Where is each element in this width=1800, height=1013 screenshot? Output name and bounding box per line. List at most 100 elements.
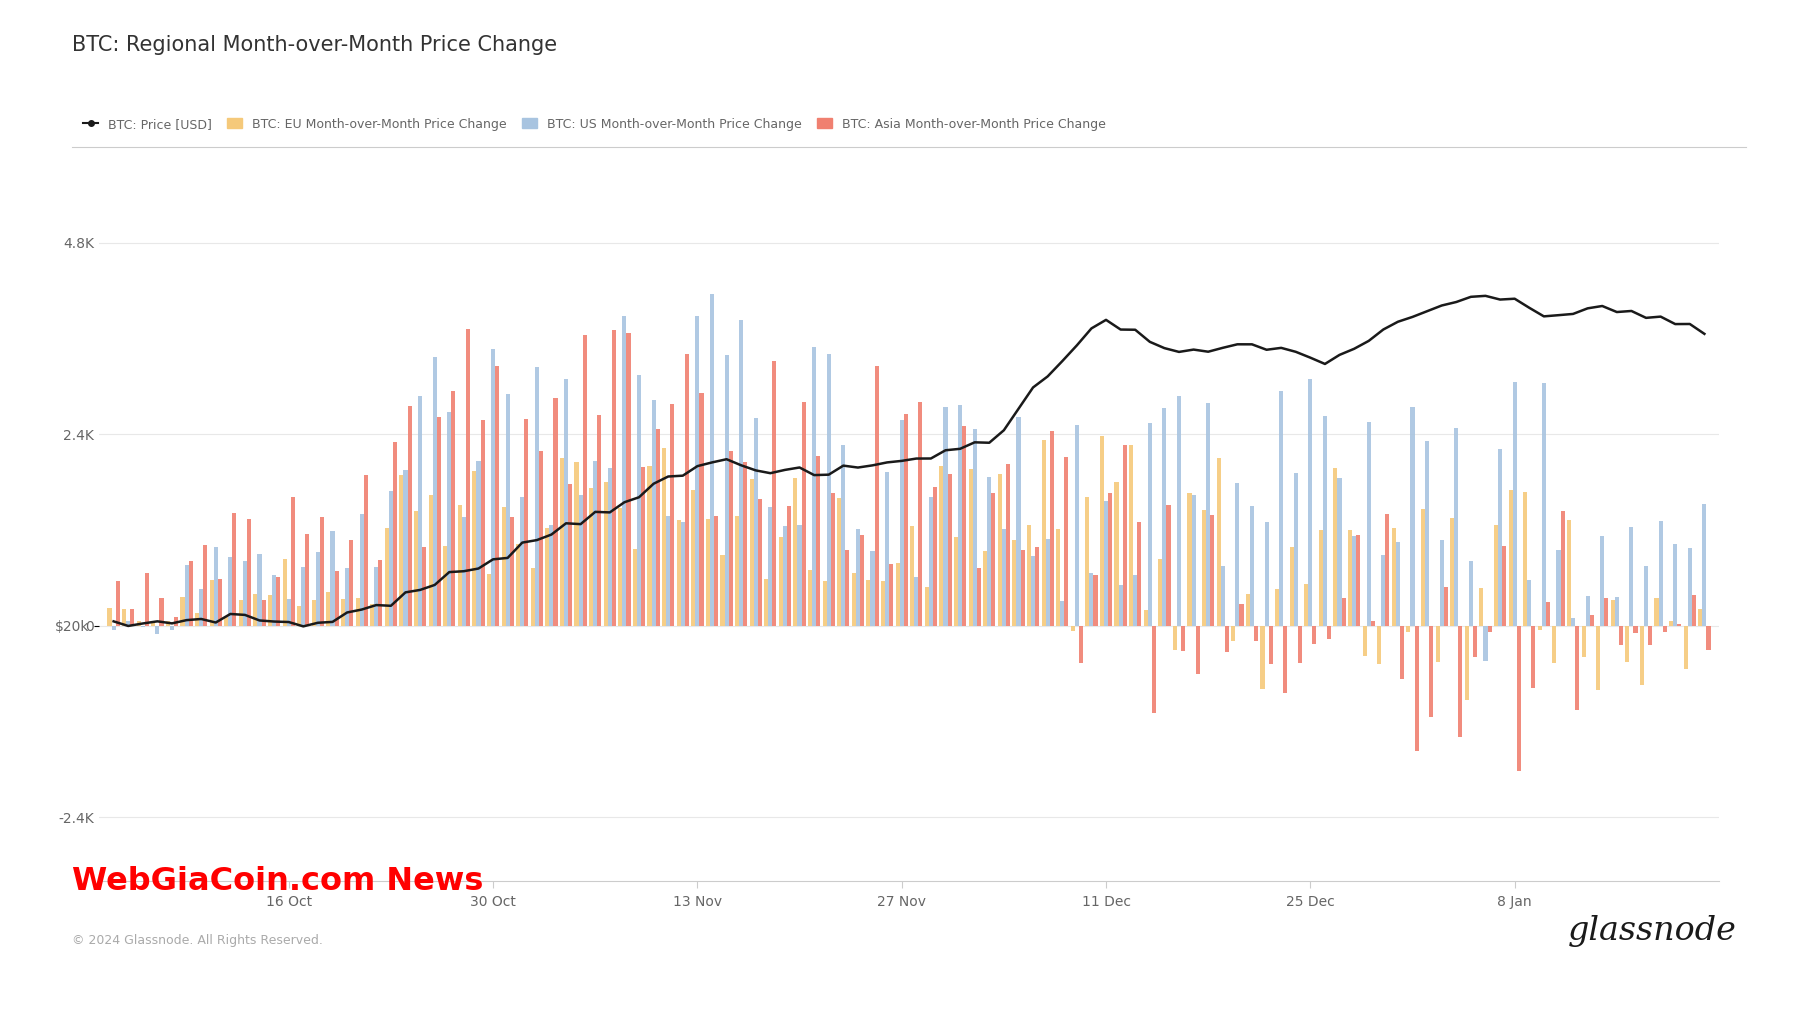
Bar bbox=[1625, 626, 1629, 663]
Bar bbox=[1517, 626, 1521, 771]
Bar bbox=[1589, 615, 1593, 626]
Bar bbox=[1561, 511, 1564, 626]
Bar bbox=[1508, 489, 1512, 626]
Bar bbox=[247, 519, 250, 626]
Bar bbox=[225, 618, 229, 626]
Bar bbox=[1188, 493, 1192, 626]
Bar bbox=[929, 497, 932, 626]
Bar bbox=[589, 488, 594, 626]
Bar bbox=[1181, 626, 1184, 651]
Bar bbox=[1487, 626, 1492, 632]
Bar bbox=[1472, 626, 1478, 657]
Bar bbox=[1109, 492, 1112, 626]
Bar bbox=[563, 379, 569, 626]
Bar bbox=[1582, 626, 1586, 656]
Bar bbox=[983, 551, 986, 626]
Bar bbox=[151, 621, 155, 626]
Bar bbox=[855, 529, 860, 626]
Bar bbox=[340, 599, 346, 626]
Bar bbox=[1411, 407, 1415, 626]
Bar bbox=[1305, 585, 1309, 626]
Bar bbox=[1334, 468, 1337, 626]
Bar bbox=[1465, 626, 1469, 700]
Bar bbox=[1031, 556, 1035, 626]
Bar bbox=[1649, 626, 1652, 644]
Bar bbox=[823, 580, 826, 626]
Bar bbox=[272, 575, 275, 626]
Bar bbox=[1312, 626, 1316, 644]
Bar bbox=[860, 535, 864, 626]
Bar bbox=[1415, 626, 1418, 752]
Bar bbox=[997, 474, 1003, 626]
Bar bbox=[801, 402, 806, 626]
Bar bbox=[623, 316, 626, 626]
Bar bbox=[666, 517, 670, 626]
Bar bbox=[1309, 379, 1312, 626]
Bar bbox=[1363, 626, 1366, 655]
Bar bbox=[400, 475, 403, 626]
Bar bbox=[374, 566, 378, 626]
Bar bbox=[977, 568, 981, 626]
Bar bbox=[662, 448, 666, 626]
Bar bbox=[364, 475, 367, 626]
Bar bbox=[1134, 575, 1138, 626]
Bar bbox=[1012, 540, 1017, 626]
Bar bbox=[1274, 590, 1280, 626]
Bar bbox=[1071, 626, 1075, 631]
Bar bbox=[841, 445, 846, 626]
Bar bbox=[1372, 621, 1375, 626]
Bar bbox=[108, 609, 112, 626]
Bar bbox=[115, 580, 121, 626]
Bar bbox=[1123, 445, 1127, 626]
Bar bbox=[1217, 458, 1220, 626]
Bar bbox=[725, 355, 729, 626]
Bar bbox=[583, 334, 587, 626]
Bar bbox=[356, 599, 360, 626]
Bar bbox=[180, 597, 185, 626]
Bar bbox=[1546, 602, 1550, 626]
Bar bbox=[472, 471, 477, 626]
Bar bbox=[140, 626, 144, 627]
Bar bbox=[297, 606, 301, 626]
Bar bbox=[1006, 464, 1010, 626]
Bar bbox=[477, 461, 481, 626]
Bar bbox=[992, 493, 995, 626]
Bar bbox=[808, 569, 812, 626]
Bar bbox=[1206, 403, 1210, 626]
Bar bbox=[320, 517, 324, 626]
Bar bbox=[794, 478, 797, 626]
Bar bbox=[481, 419, 484, 626]
Bar bbox=[1451, 518, 1454, 626]
Bar bbox=[407, 406, 412, 626]
Bar bbox=[535, 368, 538, 626]
Bar bbox=[1480, 589, 1483, 626]
Bar bbox=[1440, 540, 1444, 626]
Bar bbox=[560, 458, 563, 626]
Bar bbox=[254, 594, 257, 626]
Bar bbox=[360, 514, 364, 626]
Bar bbox=[1093, 575, 1098, 626]
Bar bbox=[815, 456, 821, 626]
Bar bbox=[261, 600, 266, 626]
Bar bbox=[166, 621, 169, 626]
Bar bbox=[1494, 525, 1498, 626]
Bar bbox=[1255, 626, 1258, 640]
Bar bbox=[1604, 598, 1609, 626]
Bar bbox=[932, 487, 938, 626]
Bar bbox=[1406, 626, 1411, 631]
Bar bbox=[1543, 383, 1546, 626]
Bar bbox=[734, 516, 740, 626]
Text: WebGiaCoin.com News: WebGiaCoin.com News bbox=[72, 865, 484, 897]
Bar bbox=[1114, 482, 1118, 626]
Bar bbox=[826, 354, 832, 626]
Bar bbox=[1337, 478, 1341, 626]
Bar bbox=[655, 430, 661, 626]
Bar bbox=[968, 469, 972, 626]
Bar bbox=[1224, 626, 1229, 652]
Bar bbox=[446, 412, 452, 626]
Bar bbox=[1042, 441, 1046, 626]
Bar bbox=[509, 517, 513, 626]
Bar bbox=[574, 462, 578, 626]
Bar bbox=[832, 492, 835, 626]
Bar bbox=[1377, 626, 1381, 664]
